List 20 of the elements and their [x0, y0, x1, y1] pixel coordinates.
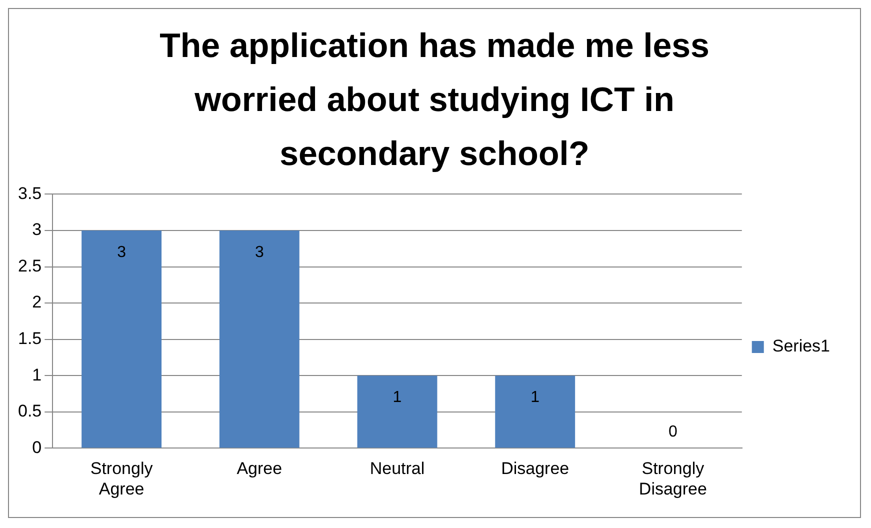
y-tick-label: 3.5 — [18, 184, 42, 203]
y-tick-label: 1 — [32, 365, 42, 384]
data-label: 1 — [530, 389, 540, 406]
x-tick-label: Agree — [236, 459, 282, 478]
legend-label: Series1 — [772, 336, 830, 356]
data-label: 0 — [668, 424, 678, 441]
x-tick-label: Strongly Agree — [90, 459, 154, 498]
y-tick-label: 2.5 — [18, 256, 42, 276]
x-tick-label: Neutral — [370, 459, 425, 478]
y-tick-label: 0.5 — [18, 402, 42, 421]
data-label: 1 — [392, 389, 402, 406]
data-label: 3 — [254, 244, 264, 261]
y-tick-label: 0 — [32, 438, 42, 457]
y-tick-label: 3 — [32, 220, 42, 240]
x-tick-label: Disagree — [501, 459, 570, 478]
data-label: 3 — [117, 244, 126, 261]
y-tick-label: 2 — [32, 292, 42, 312]
chart-title: The application has made me less worried about studying ICT in secondary school? — [158, 26, 710, 175]
x-tick-label: Strongly Disagree — [638, 459, 707, 498]
y-tick-label: 1.5 — [18, 329, 42, 348]
